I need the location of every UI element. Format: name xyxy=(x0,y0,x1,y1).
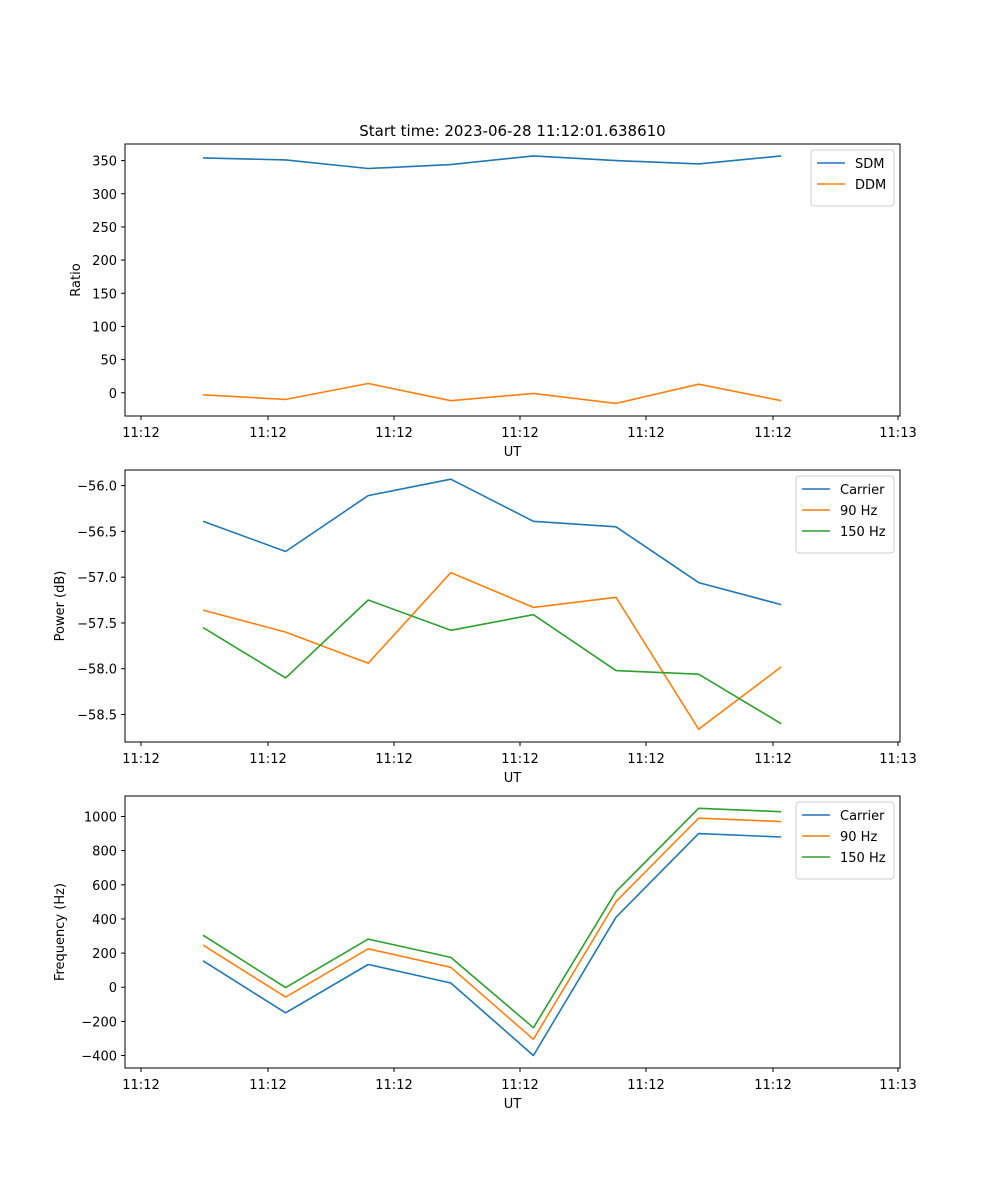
y-tick-label: 150 xyxy=(92,287,117,302)
x-tick-label: 11:12 xyxy=(754,1078,791,1093)
chart-panel-2: 11:12 11:12 11:12 11:12 11:12 11:12 11:13 UT −58… xyxy=(53,469,917,786)
legend-label: DDM xyxy=(855,178,886,193)
x-tick-label: 11:12 xyxy=(249,752,286,767)
legend-label: 90 Hz xyxy=(840,830,877,845)
y-tick-label: 100 xyxy=(92,320,117,335)
y-tick-label: −200 xyxy=(81,1015,117,1030)
x-tick-label: 11:12 xyxy=(122,1078,159,1093)
y-tick-label: −58.5 xyxy=(77,709,117,724)
x-tick-label: 11:12 xyxy=(249,1078,286,1093)
y-tick-label: 200 xyxy=(92,254,117,269)
series-line-carrier xyxy=(202,832,782,1057)
y-axis-label: Power (dB) xyxy=(53,571,68,642)
legend-label: 90 Hz xyxy=(840,504,877,519)
plot-frame xyxy=(124,469,901,743)
y-tick-label: 400 xyxy=(92,913,117,928)
series-line-90-hz xyxy=(202,817,782,1041)
y-tick-label: 0 xyxy=(109,981,117,996)
legend-box xyxy=(795,475,895,554)
y-tick-label: −56.0 xyxy=(77,480,117,495)
y-tick-label: 0 xyxy=(109,387,117,402)
x-tick-label: 11:12 xyxy=(375,752,412,767)
y-tick-label: 1000 xyxy=(84,810,117,825)
y-tick-label: −400 xyxy=(81,1050,117,1065)
x-tick-label: 11:13 xyxy=(879,1078,916,1093)
chart-panel-1: 11:12 11:12 11:12 11:12 11:12 11:12 11:13 UT 0 50… xyxy=(69,143,917,460)
x-tick-label: 11:13 xyxy=(879,752,916,767)
y-axis-label: Ratio xyxy=(69,263,84,296)
y-tick-label: −56.5 xyxy=(77,525,117,540)
x-tick-label: 11:12 xyxy=(501,1078,538,1093)
x-tick-label: 11:13 xyxy=(879,426,916,441)
legend-label: Carrier xyxy=(840,809,885,824)
y-tick-label: −58.0 xyxy=(77,663,117,678)
x-tick-label: 11:12 xyxy=(501,752,538,767)
series-line-150-hz xyxy=(202,599,782,725)
x-tick-label: 11:12 xyxy=(375,1078,412,1093)
y-tick-label: 350 xyxy=(92,155,117,170)
y-tick-label: 300 xyxy=(92,188,117,203)
y-tick-label: 200 xyxy=(92,947,117,962)
series-line-sdm xyxy=(202,155,782,170)
series-line-150-hz xyxy=(202,807,782,1029)
y-axis-label: Frequency (Hz) xyxy=(53,883,68,981)
x-tick-label: 11:12 xyxy=(122,426,159,441)
x-tick-label: 11:12 xyxy=(375,426,412,441)
series-line-ddm xyxy=(202,382,782,405)
x-tick-label: 11:12 xyxy=(627,426,664,441)
x-tick-label: 11:12 xyxy=(627,752,664,767)
x-tick-label: 11:12 xyxy=(627,1078,664,1093)
y-tick-label: 800 xyxy=(92,845,117,860)
figure-title: Start time: 2023-06-28 11:12:01.638610 xyxy=(359,122,665,140)
x-axis-label: UT xyxy=(504,1097,522,1112)
legend-label: Carrier xyxy=(840,483,885,498)
legend: Carrier 90 Hz 150 Hz xyxy=(795,801,895,880)
y-tick-label: 50 xyxy=(100,354,117,369)
x-axis-label: UT xyxy=(504,445,522,460)
legend-label: 150 Hz xyxy=(840,851,886,866)
series-line-90-hz xyxy=(202,571,782,731)
series-line-carrier xyxy=(202,478,782,606)
plot-frame xyxy=(124,143,901,417)
chart-panel-3: 11:12 11:12 11:12 11:12 11:12 11:12 11:13 UT −40… xyxy=(53,795,917,1112)
x-tick-label: 11:12 xyxy=(122,752,159,767)
y-tick-label: −57.0 xyxy=(77,571,117,586)
legend-label: 150 Hz xyxy=(840,525,886,540)
y-tick-label: −57.5 xyxy=(77,617,117,632)
x-tick-label: 11:12 xyxy=(754,752,791,767)
y-tick-label: 250 xyxy=(92,221,117,236)
x-tick-label: 11:12 xyxy=(754,426,791,441)
x-axis-label: UT xyxy=(504,771,522,786)
legend-box xyxy=(810,149,895,207)
x-tick-label: 11:12 xyxy=(249,426,286,441)
legend-box xyxy=(795,801,895,880)
chart-panels: 11:12 11:12 11:12 11:12 11:12 11:12 11:13 UT 0 50… xyxy=(53,143,917,1112)
legend: SDM DDM xyxy=(810,149,895,207)
legend: Carrier 90 Hz 150 Hz xyxy=(795,475,895,554)
legend-label: SDM xyxy=(855,157,884,172)
y-tick-label: 600 xyxy=(92,879,117,894)
x-tick-label: 11:12 xyxy=(501,426,538,441)
plot-frame xyxy=(124,795,901,1069)
